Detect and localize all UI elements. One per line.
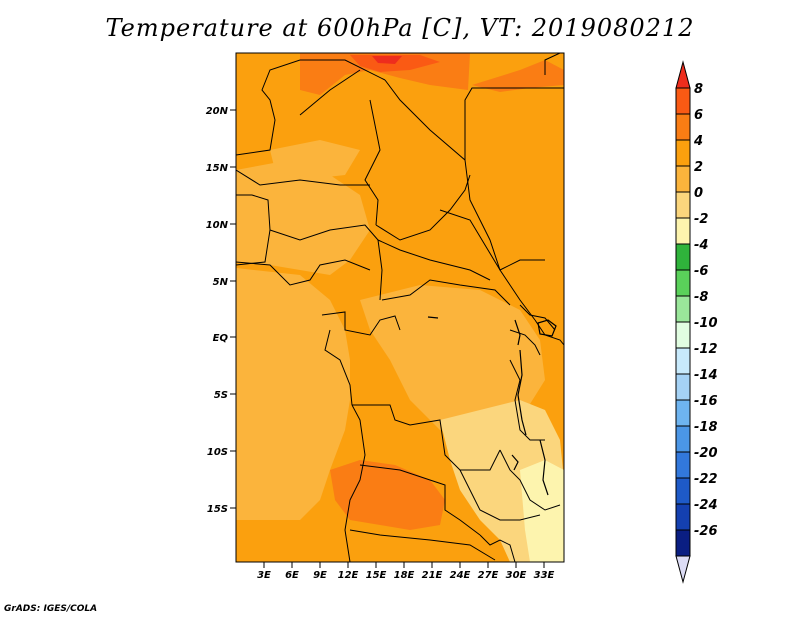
colorbar-swatch <box>675 217 691 245</box>
colorbar-swatch <box>675 425 691 453</box>
field-0-2-basin <box>360 285 545 440</box>
lat-label: 15S <box>207 504 228 515</box>
colorbar-label: -8 <box>694 290 708 305</box>
field-4-6-northeast <box>472 60 564 92</box>
boundaries <box>236 53 564 562</box>
colorbar-swatch <box>675 529 691 557</box>
field-8-plus <box>372 56 402 64</box>
field-0-2-sahel <box>270 140 360 180</box>
colorbar-label: 0 <box>694 186 703 201</box>
lake-small-outline <box>427 316 439 319</box>
colorbar-label: -4 <box>694 238 708 253</box>
lon-labels: 3E 6E 9E 12E 15E 18E 21E 24E 27E 30E 33E <box>257 570 554 581</box>
lon-label: 21E <box>422 570 443 581</box>
colorbar-label: -6 <box>694 264 708 279</box>
colorbar-label: 6 <box>694 108 703 123</box>
colorbar-swatch <box>675 269 691 297</box>
temperature-field <box>236 53 564 562</box>
field-4-6-south <box>330 460 445 530</box>
colorbar-swatch <box>675 347 691 375</box>
colorbar-label: -24 <box>694 498 718 513</box>
colorbar-label: -22 <box>694 472 718 487</box>
colorbar-label: -16 <box>694 394 718 409</box>
colorbar-swatch <box>675 243 691 271</box>
lon-label: 18E <box>394 570 415 581</box>
colorbar-label: 8 <box>694 82 703 97</box>
colorbar <box>675 60 691 584</box>
lon-label: 24E <box>450 570 471 581</box>
lon-label: 33E <box>534 570 555 581</box>
lat-label: 10S <box>207 447 228 458</box>
lon-label: 9E <box>313 570 327 581</box>
lon-label: 3E <box>257 570 271 581</box>
colorbar-arrow-bottom <box>675 555 691 584</box>
colorbar-labels: 8 6 4 2 0 -2 -4 -6 -8 -10 -12 -14 -16 -18 -20 -22 -24 -26 <box>693 82 718 539</box>
colorbar-label: -20 <box>694 446 718 461</box>
colorbar-label: -14 <box>694 368 718 383</box>
lake-malawi-outline <box>539 439 549 496</box>
colorbar-swatch <box>675 503 691 531</box>
colorbar-label: -10 <box>694 316 718 331</box>
lake-mweru-outline <box>511 454 519 471</box>
lat-label: 5N <box>213 277 229 288</box>
colorbar-swatch <box>675 139 691 167</box>
colorbar-label: -2 <box>694 212 708 227</box>
lat-label: 15N <box>206 163 229 174</box>
colorbar-swatch <box>675 191 691 219</box>
lon-label: 12E <box>338 570 359 581</box>
plot-frame <box>235 52 565 563</box>
lat-labels: 20N 15N 10N 5N EQ 5S 10S 15S <box>206 106 229 515</box>
colorbar-label: -18 <box>694 420 718 435</box>
field-minus4-minus2 <box>520 460 564 562</box>
lon-ticks <box>263 562 545 568</box>
colorbar-label: 4 <box>693 134 703 149</box>
lon-label: 30E <box>506 570 527 581</box>
colorbar-label: 2 <box>694 160 703 175</box>
credit-label: GrADS: IGES/COLA <box>4 604 98 614</box>
colorbar-arrow-top <box>675 60 691 89</box>
field-0-2-atlantic <box>236 268 350 520</box>
chart-title: Temperature at 600hPa [C], VT: 201908021… <box>105 14 695 42</box>
field-0-2-north <box>236 160 370 275</box>
lake-victoria-outline <box>537 319 557 337</box>
colorbar-swatch <box>675 165 691 193</box>
lat-label: 5S <box>214 390 228 401</box>
lake-tanganyika-outline <box>517 349 527 436</box>
lon-label: 15E <box>366 570 387 581</box>
colorbar-swatch <box>675 321 691 349</box>
colorbar-label: -12 <box>694 342 718 357</box>
colorbar-swatch <box>675 477 691 505</box>
lat-ticks <box>230 109 236 509</box>
colorbar-swatch <box>675 373 691 401</box>
colorbar-swatch <box>675 87 691 115</box>
lon-label: 27E <box>478 570 499 581</box>
colorbar-swatch <box>675 451 691 479</box>
lat-label: 10N <box>206 220 229 231</box>
lat-label: 20N <box>206 106 229 117</box>
lat-label: EQ <box>213 333 229 344</box>
lakes <box>427 316 557 496</box>
colorbar-label: -26 <box>694 524 718 539</box>
colorbar-swatch <box>675 295 691 323</box>
lon-label: 6E <box>285 570 299 581</box>
colorbar-swatch <box>675 113 691 141</box>
colorbar-swatch <box>675 399 691 427</box>
lake-albert-outline <box>514 319 521 346</box>
